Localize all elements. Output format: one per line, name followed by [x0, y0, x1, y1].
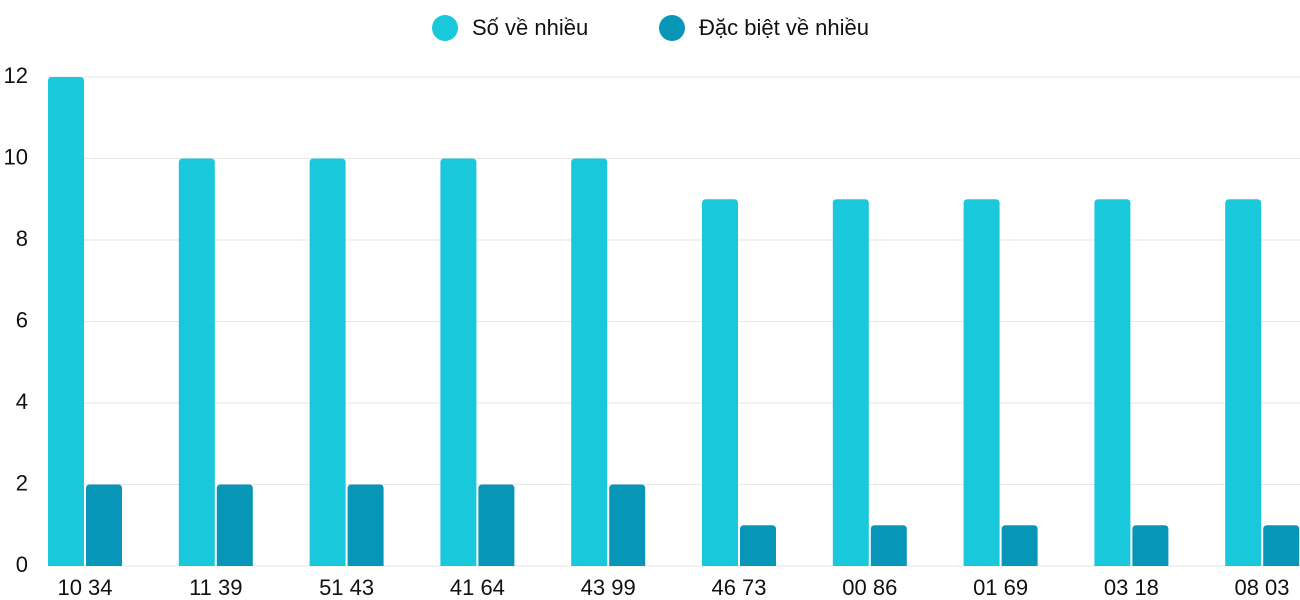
bar [609, 484, 646, 566]
y-tick-label: 6 [16, 307, 28, 332]
x-tick-label: 43 99 [581, 575, 636, 600]
y-tick-label: 12 [4, 63, 28, 88]
bar [1132, 525, 1169, 566]
bar [1094, 199, 1131, 566]
bar [178, 158, 215, 566]
bar [571, 158, 608, 566]
bar [1263, 525, 1300, 566]
x-tick-label: 46 73 [711, 575, 766, 600]
x-tick-label: 10 34 [57, 575, 112, 600]
bar [702, 199, 738, 566]
y-tick-label: 10 [4, 144, 28, 169]
legend-marker [432, 15, 458, 41]
bar [309, 158, 346, 566]
x-tick-label: 03 18 [1104, 575, 1159, 600]
y-tick-label: 2 [16, 470, 28, 495]
y-tick-label: 0 [16, 552, 28, 577]
bar [478, 484, 515, 566]
bar [48, 77, 84, 566]
bar [440, 158, 477, 566]
legend-marker [659, 15, 685, 41]
y-tick-label: 8 [16, 226, 28, 251]
legend-label: Đặc biệt về nhiều [699, 15, 869, 40]
bar [216, 484, 253, 566]
bar [832, 199, 869, 566]
y-tick-label: 4 [16, 389, 28, 414]
legend-label: Số về nhiều [472, 15, 588, 40]
x-tick-label: 08 03 [1234, 575, 1289, 600]
bar [86, 484, 122, 566]
bar [740, 525, 776, 566]
x-tick-label: 41 64 [450, 575, 505, 600]
bar [1225, 199, 1262, 566]
bar [870, 525, 907, 566]
x-tick-label: 51 43 [319, 575, 374, 600]
bar [347, 484, 384, 566]
x-tick-label: 01 69 [973, 575, 1028, 600]
x-tick-label: 11 39 [189, 575, 242, 600]
x-tick-label: 00 86 [842, 575, 897, 600]
bar [1001, 525, 1038, 566]
bar [963, 199, 1000, 566]
